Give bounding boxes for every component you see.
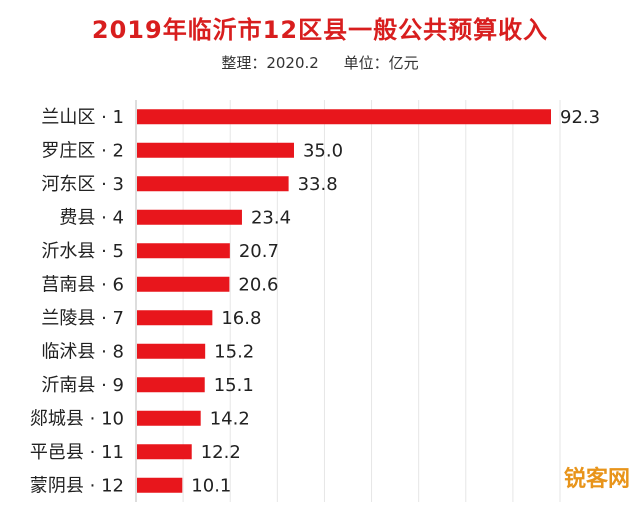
category-label: 河东区 · 3 (41, 174, 124, 195)
bar (137, 410, 201, 426)
bar (137, 176, 289, 192)
bar (137, 444, 192, 460)
category-label: 莒南县 · 6 (41, 274, 124, 295)
compiled-date: 整理：2020.2 (221, 54, 319, 72)
category-label: 沂水县 · 5 (41, 241, 124, 262)
category-label: 蒙阴县 · 12 (30, 475, 124, 496)
chart-title: 2019年临沂市12区县一般公共预算收入 (91, 16, 549, 44)
unit-label: 单位：亿元 (343, 54, 419, 72)
category-label: 平邑县 · 11 (30, 442, 124, 463)
category-label: 兰陵县 · 7 (41, 308, 124, 329)
value-label: 15.2 (214, 341, 254, 362)
value-label: 20.6 (238, 274, 278, 295)
bar (137, 477, 183, 493)
category-label: 罗庄区 · 2 (41, 140, 124, 161)
bar (137, 243, 230, 259)
category-label: 费县 · 4 (59, 207, 124, 228)
category-label: 兰山区 · 1 (41, 107, 124, 128)
value-label: 12.2 (201, 442, 241, 463)
value-label: 35.0 (303, 140, 343, 161)
value-label: 20.7 (239, 241, 279, 262)
category-label: 沂南县 · 9 (41, 375, 124, 396)
bar (137, 109, 551, 125)
value-label: 33.8 (298, 174, 338, 195)
value-label: 92.3 (560, 107, 600, 128)
category-label: 郯城县 · 10 (30, 408, 124, 429)
category-label: 临沭县 · 8 (41, 341, 124, 362)
chart-subtitle: 整理：2020.2 单位：亿元 (0, 52, 640, 73)
value-label: 15.1 (214, 375, 254, 396)
value-label: 23.4 (251, 207, 291, 228)
bar (137, 209, 242, 225)
value-label: 16.8 (221, 308, 261, 329)
bar (137, 276, 230, 292)
bar (137, 377, 205, 393)
bar (137, 343, 206, 359)
watermark-logo: 锐客网 (563, 467, 630, 492)
value-label: 14.2 (210, 408, 250, 429)
bar (137, 142, 294, 158)
value-label: 10.1 (191, 475, 231, 496)
bar (137, 310, 213, 326)
